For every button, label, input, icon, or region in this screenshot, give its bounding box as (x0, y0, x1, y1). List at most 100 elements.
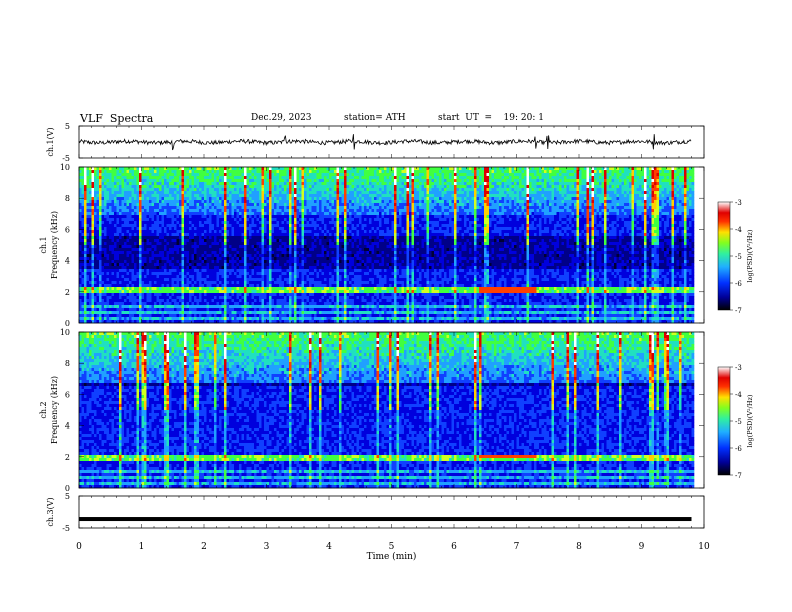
ch1-spec-cell (644, 173, 647, 176)
ch1-spec-cell (599, 191, 602, 194)
ch1-spec-cell (219, 179, 222, 182)
ch1-spec-cell (89, 203, 92, 206)
ch1-spec-cell (262, 185, 265, 188)
ch1-spec-cell (654, 209, 657, 212)
ch1-spec-cell (369, 173, 372, 176)
ch1-spec-cell (167, 176, 170, 179)
ch1-spec-cell (312, 197, 315, 200)
ch1-spec-cell (494, 221, 497, 224)
ch1-spec-cell (314, 212, 317, 215)
ch1-spec-cell (382, 170, 385, 173)
ch1-spec-cell (484, 185, 487, 188)
ch1-spec-cell (292, 176, 295, 179)
ch1-spec-cell (692, 203, 695, 206)
ch1-spec-cell (504, 185, 507, 188)
ch1-spec-cell (564, 224, 567, 227)
ch1-spec-cell (687, 173, 690, 176)
ch1-spec-cell (147, 224, 150, 227)
ch1-spec-cell (177, 215, 180, 218)
ch1-spec-cell (427, 188, 430, 191)
ch1-spec-cell (97, 209, 100, 212)
ch1-spec-cell (249, 185, 252, 188)
ch1-spec-cell (362, 206, 365, 209)
ch1-spec-cell (339, 173, 342, 176)
ch1-spec-cell (332, 200, 335, 203)
ch1-spec-cell (319, 200, 322, 203)
ch1-spec-cell (334, 215, 337, 218)
ch1-spec-cell (592, 167, 595, 170)
ch1-spec-cell (497, 206, 500, 209)
ch1-spec-cell (469, 185, 472, 188)
ch1-spec-cell (592, 188, 595, 191)
ch1-spec-cell (622, 182, 625, 185)
ch1-spec-cell (284, 206, 287, 209)
ch1-spec-cell (144, 188, 147, 191)
ch1-spec-cell (137, 212, 140, 215)
ch1-spec-cell (104, 212, 107, 215)
ch1-spec-cell (529, 206, 532, 209)
ch1-spec-cell (359, 203, 362, 206)
ch1-spec-cell (82, 224, 85, 227)
ch1-spec-cell (242, 170, 245, 173)
ch1-spec-cell (339, 206, 342, 209)
ch1-spec-cell (492, 194, 495, 197)
ch1-spec-cell (309, 179, 312, 182)
ch1-spec-cell (627, 218, 630, 221)
ch1-spec-cell (99, 185, 102, 188)
ch1-spec-cell (409, 221, 412, 224)
ch1-spec-cell (524, 176, 527, 179)
ch1-spec-cell (222, 173, 225, 176)
ch1-spec-cell (162, 200, 165, 203)
ch1-spec-cell (149, 170, 152, 173)
ch1-spec-cell (624, 221, 627, 224)
ch1-spec-cell (184, 188, 187, 191)
ch1-spec-cell (222, 203, 225, 206)
ch1-spec-cell (174, 209, 177, 212)
ch1-spec-cell (474, 167, 477, 170)
ch1-spec-cell (204, 176, 207, 179)
ch1-spec-cell (159, 197, 162, 200)
ch1-spec-cell (627, 173, 630, 176)
ch1-spec-cell (472, 167, 475, 170)
ch1-spec-cell (419, 200, 422, 203)
ch1-spec-cell (162, 179, 165, 182)
ch1-spec-cell (187, 185, 190, 188)
ch1-spec-cell (104, 200, 107, 203)
ch1-spec-cell (447, 185, 450, 188)
ch1-spec-cell (357, 209, 360, 212)
ch1-spec-cell (579, 206, 582, 209)
ch1-spec-cell (634, 179, 637, 182)
ch1-spec-cell (364, 173, 367, 176)
ch1-spec-cell (397, 197, 400, 200)
ch1-spec-cell (97, 203, 100, 206)
ch1-spec-cell (142, 224, 145, 227)
ch1-spec-cell (622, 194, 625, 197)
ch1-spec-cell (522, 179, 525, 182)
ch1-spec-cell (497, 182, 500, 185)
ch1-spec-cell (609, 191, 612, 194)
ch1-spec-cell (359, 170, 362, 173)
ch1-spec-cell (602, 179, 605, 182)
ch1-spec-cell (562, 218, 565, 221)
ch1-spec-cell (299, 212, 302, 215)
ch1-spec-cell (499, 185, 502, 188)
ch1-spec-cell (262, 191, 265, 194)
ch1-spec-cell (204, 215, 207, 218)
ch1-spec-cell (397, 194, 400, 197)
ch1-spec-cell (657, 209, 660, 212)
ch1-spec-cell (247, 179, 250, 182)
ch1-spec-cell (679, 200, 682, 203)
ch1-spec-cell (309, 197, 312, 200)
ch1-spec-cell (634, 182, 637, 185)
ch1-spec-cell (549, 218, 552, 221)
ch1-spec-cell (149, 200, 152, 203)
ch1-spec-cell (407, 176, 410, 179)
ch1-spec-cell (344, 185, 347, 188)
ch1-spec-cell (432, 197, 435, 200)
ch1-spec-cell (89, 185, 92, 188)
ch1-spec-cell (464, 200, 467, 203)
ch1-spec-cell (594, 194, 597, 197)
ch1-spec-cell (182, 215, 185, 218)
ch1-spec-cell (684, 176, 687, 179)
ch1-spec-cell (492, 200, 495, 203)
